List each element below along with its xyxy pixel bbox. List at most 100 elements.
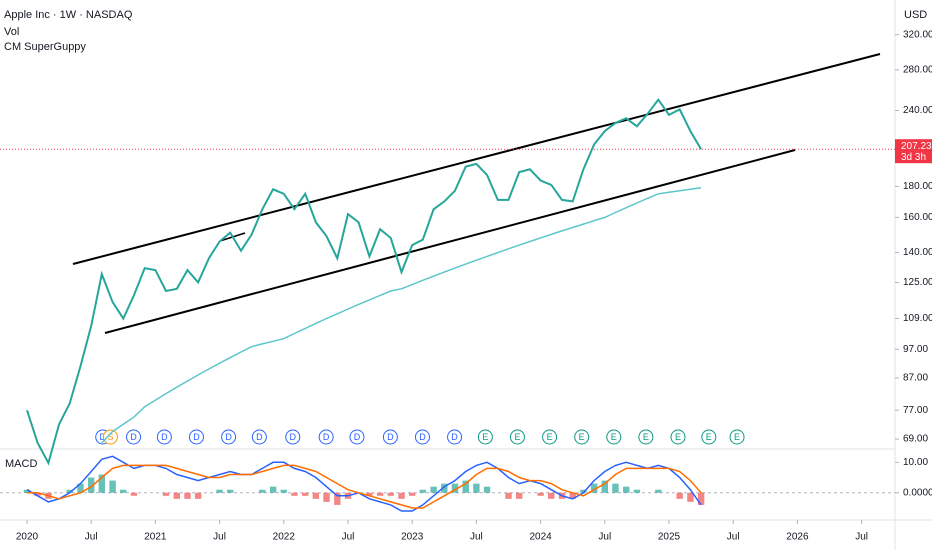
event-label: D	[161, 432, 168, 442]
event-marker	[188, 429, 204, 445]
histogram-bar	[280, 489, 287, 493]
event-marker	[349, 429, 365, 445]
y-tick-label: 97.00	[903, 344, 928, 355]
histogram-bar	[483, 486, 491, 493]
histogram-bar	[34, 492, 41, 496]
histogram-bar	[462, 480, 469, 493]
x-tick-label: Jul	[470, 532, 483, 543]
event-label: D	[387, 432, 394, 442]
x-tick-label: Jul	[855, 532, 868, 543]
last-price-label: 207.23	[901, 141, 932, 152]
x-tick-label: 2021	[144, 532, 167, 543]
symbol-title[interactable]: Apple Inc · 1W · NASDAQ	[4, 9, 133, 21]
histogram-bar	[120, 489, 127, 493]
histogram-bar	[23, 489, 31, 493]
event-marker	[251, 429, 267, 445]
histogram-bar	[302, 492, 309, 496]
event-marker	[477, 429, 493, 445]
histogram-bar	[633, 489, 641, 493]
histogram-bar	[473, 483, 480, 493]
histogram-bar	[408, 492, 416, 496]
histogram-bar	[569, 492, 576, 499]
countdown-label: 3d 3h	[901, 152, 926, 163]
event-label: D	[256, 432, 263, 442]
event-label: D	[419, 432, 426, 442]
histogram-bar	[87, 477, 95, 493]
event-marker	[701, 429, 717, 445]
x-tick-label: 2022	[273, 532, 296, 543]
histogram-bar	[162, 492, 170, 496]
x-tick-label: Jul	[213, 532, 226, 543]
histogram-bar	[590, 483, 598, 493]
x-tick-label: Jul	[727, 532, 740, 543]
event-marker	[126, 429, 142, 445]
event-label: D	[354, 432, 361, 442]
event-marker	[542, 429, 558, 445]
histogram-bar	[130, 492, 138, 496]
histogram-bar	[601, 480, 608, 493]
histogram-bar	[376, 492, 384, 496]
event-marker	[102, 429, 118, 445]
x-tick-label: Jul	[342, 532, 355, 543]
histogram-bar	[184, 492, 191, 499]
y-tick-label: 109.00	[903, 313, 932, 324]
y-tick-label: 280.00	[903, 65, 932, 76]
y-tick-label: 140.00	[903, 247, 932, 258]
event-label: E	[547, 432, 553, 442]
indicator-label[interactable]: Vol	[4, 26, 19, 38]
y-tick-label: 180.00	[903, 181, 932, 192]
series-line	[26, 455, 702, 512]
event-marker	[574, 429, 590, 445]
event-marker	[638, 429, 654, 445]
currency[interactable]: USD	[904, 9, 927, 21]
histogram-bar	[366, 492, 373, 496]
series-line	[101, 187, 702, 444]
histogram-bar	[398, 492, 405, 499]
histogram-bar	[323, 492, 330, 502]
x-tick-label: 2024	[529, 532, 552, 543]
histogram-bar	[451, 483, 459, 493]
histogram-bar	[387, 492, 394, 496]
event-marker	[606, 429, 622, 445]
histogram-bar	[505, 492, 512, 499]
histogram-bar	[687, 492, 694, 502]
y-tick-label: 87.00	[903, 373, 928, 384]
event-label: D	[193, 432, 200, 442]
histogram-bar	[430, 486, 437, 493]
indicator-label[interactable]: CM SuperGuppy	[4, 41, 86, 53]
histogram-bar	[623, 486, 630, 493]
histogram-bar	[66, 489, 73, 493]
y-tick-label: 77.00	[903, 405, 928, 416]
event-label: D	[323, 432, 330, 442]
histogram-bar	[580, 489, 587, 493]
event-marker	[221, 429, 237, 445]
axis: 2020 Jul 2021 Jul 2022 Jul 2023 Jul 2024 Jul 2025 J…	[16, 29, 932, 542]
series-line	[26, 98, 702, 466]
event-label: D	[225, 432, 232, 442]
macd-title[interactable]: MACD	[5, 458, 37, 470]
event-marker	[414, 429, 430, 445]
event-marker	[318, 429, 334, 445]
event-label: D	[290, 432, 297, 442]
y-tick-label: 10.00	[903, 457, 928, 468]
event-label: E	[482, 432, 488, 442]
histogram-bar	[173, 492, 181, 499]
event-label: D	[130, 432, 137, 442]
histogram-bar	[515, 492, 523, 499]
histogram-bar	[419, 489, 427, 493]
event-marker	[670, 429, 686, 445]
x-tick-label: 2020	[16, 532, 39, 543]
histogram-bar	[548, 492, 555, 499]
last-price-box	[895, 139, 932, 164]
trendline-lower	[104, 149, 796, 334]
y-tick-label: 125.00	[903, 277, 932, 288]
histogram-bar	[334, 492, 341, 505]
event-marker	[729, 429, 745, 445]
histogram-bar	[312, 492, 320, 499]
event-marker	[382, 429, 398, 445]
histogram-bar	[227, 489, 234, 493]
x-tick-label: Jul	[598, 532, 611, 543]
event-marker	[509, 429, 525, 445]
histogram-bar	[216, 489, 223, 493]
